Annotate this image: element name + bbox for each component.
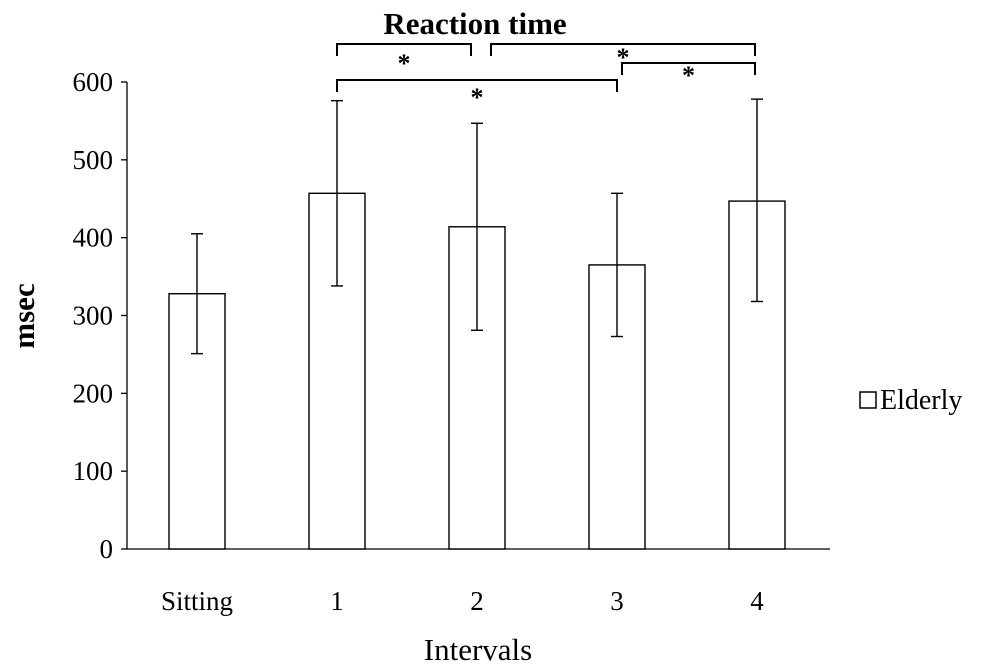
significance-brackets: * * * *	[336, 43, 756, 112]
legend-swatch	[859, 391, 877, 409]
significance-bracket	[336, 43, 472, 56]
x-tick-label: Sitting	[161, 586, 233, 616]
significance-star: *	[617, 43, 630, 72]
bars	[168, 98, 786, 550]
significance-bracket	[490, 43, 756, 56]
y-tick-label: 100	[73, 456, 114, 486]
axes: 0 100 200 300 400 500 600 Sitting 1 2 3 4	[73, 67, 830, 616]
legend-label: Elderly	[880, 385, 962, 416]
significance-bracket	[621, 62, 756, 75]
y-tick-label: 200	[73, 378, 114, 408]
chart-title: Reaction time	[383, 6, 566, 41]
x-tick-label: 3	[610, 586, 624, 616]
y-tick-label: 0	[100, 534, 114, 564]
y-axis-label: msec	[6, 283, 41, 348]
significance-bracket	[336, 79, 618, 92]
x-axis-label: Intervals	[424, 632, 532, 667]
legend: Elderly	[859, 385, 962, 416]
x-tick-label: 1	[330, 586, 344, 616]
x-tick-label: 4	[750, 586, 764, 616]
x-tick-label: 2	[470, 586, 484, 616]
y-tick-label: 600	[73, 67, 114, 97]
y-tick-label: 500	[73, 145, 114, 175]
y-tick-label: 300	[73, 301, 114, 331]
significance-star: *	[398, 49, 411, 78]
significance-star: *	[471, 83, 484, 112]
significance-star: *	[682, 61, 695, 90]
y-tick-label: 400	[73, 223, 114, 253]
